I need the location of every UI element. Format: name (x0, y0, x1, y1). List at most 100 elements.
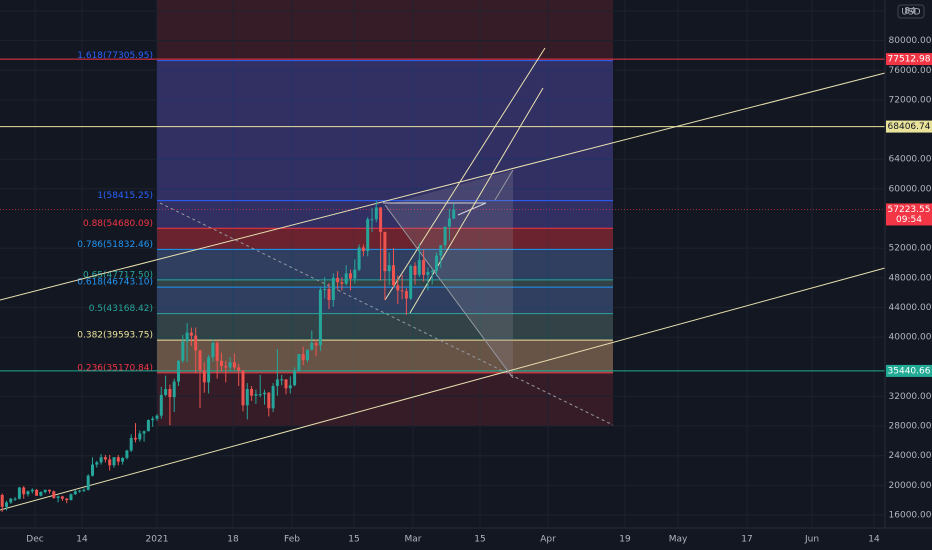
candle-body (417, 260, 421, 275)
drawing-tools (0, 47, 886, 511)
candle-body (142, 431, 146, 434)
tool-line (384, 204, 514, 379)
candle-body (258, 394, 262, 396)
x-tick-label: Jun (804, 535, 819, 545)
fib-label: 0.88(54680.09) (83, 219, 153, 229)
candle-body (387, 265, 391, 272)
candle-body (164, 389, 168, 395)
candle-body (185, 332, 189, 342)
candle-body (439, 245, 443, 256)
candles (0, 200, 456, 513)
candle-body (207, 357, 211, 383)
candle-body (288, 385, 292, 389)
candle-body (353, 269, 357, 279)
candle-body (60, 496, 64, 499)
candle-body (95, 462, 99, 465)
candle-body (56, 496, 60, 498)
candle-body (26, 491, 30, 495)
candle-body (293, 370, 297, 386)
candle-body (379, 207, 383, 232)
candle-body (340, 282, 344, 284)
candle-body (245, 389, 249, 406)
candle-body (168, 389, 172, 398)
candle-body (396, 285, 400, 291)
candle-body (237, 367, 241, 371)
candle-body (232, 362, 236, 368)
candle-body (69, 494, 73, 501)
candle-body (327, 288, 331, 301)
candle-body (0, 494, 4, 507)
candle-body (181, 341, 185, 361)
x-tick-label: Mar (405, 535, 422, 545)
candle-body (65, 498, 69, 501)
candle-body (151, 418, 155, 421)
dashed-trend (159, 202, 614, 426)
channel-lower (0, 267, 886, 511)
x-tick-label: 14 (76, 535, 88, 545)
y-tick-label: 40000.00 (889, 333, 932, 343)
candle-body (426, 271, 430, 275)
price-tag (886, 53, 932, 66)
x-tick-label: 2021 (146, 535, 169, 545)
grid (0, 0, 885, 528)
x-tick-label: 19 (619, 535, 631, 545)
price-tag-label: 77512.98 (888, 55, 931, 65)
candle-body (22, 487, 26, 495)
candle-body (78, 490, 82, 492)
y-tick-label: 60000.00 (889, 184, 932, 194)
candle-body (146, 420, 150, 432)
candle-body (82, 489, 86, 491)
channel-upper (0, 72, 886, 301)
candle-body (301, 354, 305, 361)
candle-body (159, 394, 163, 416)
price-tag (886, 203, 932, 226)
y-tick-label: 24000.00 (889, 451, 932, 461)
candle-body (202, 370, 206, 383)
candle-body (430, 271, 434, 273)
price-tag-label: 57223.55 (888, 205, 931, 215)
candle-body (125, 450, 129, 458)
candle-body (215, 343, 219, 361)
y-tick-label: 28000.00 (889, 422, 932, 432)
y-tick-label: 80000.00 (889, 36, 932, 46)
x-tick-label: Dec (26, 535, 43, 545)
fib-label: 0.786(51832.46) (77, 240, 153, 250)
candle-body (409, 265, 413, 299)
candle-body (116, 457, 120, 462)
candle-body (284, 379, 288, 389)
fib-label: 1.618(77305.95) (77, 51, 153, 61)
candle-body (211, 343, 215, 358)
price-tag-time: 09:54 (896, 215, 922, 225)
candle-body (198, 350, 202, 371)
candle-body (224, 366, 228, 368)
candle-body (52, 491, 56, 498)
candle-body (336, 277, 340, 283)
candle-body (86, 475, 90, 490)
candle-body (177, 360, 180, 382)
candle-body (220, 360, 223, 367)
candle-body (129, 437, 133, 451)
y-tick-label: 16000.00 (889, 511, 932, 521)
x-tick-label: Apr (540, 535, 556, 545)
price-tag-label: 68406.74 (888, 122, 931, 132)
candle-body (108, 459, 112, 466)
y-tick-label: 20000.00 (889, 481, 932, 491)
candle-body (422, 260, 426, 275)
y-tick-label: 72000.00 (889, 95, 932, 105)
candle-body (134, 437, 137, 440)
currency-button[interactable] (897, 4, 925, 19)
candle-body (5, 502, 8, 507)
candle-body (280, 379, 284, 381)
y-tick-label: 32000.00 (889, 392, 932, 402)
candle-body (73, 491, 77, 495)
y-tick-label: 84 (904, 7, 916, 17)
candle-body (189, 332, 193, 336)
candle-body (13, 498, 17, 500)
tool-line (494, 169, 514, 201)
y-tick-label: 44000.00 (889, 303, 932, 313)
y-tick-label: 76000.00 (889, 66, 932, 76)
candle-body (263, 392, 266, 395)
currency[interactable]: USD (901, 8, 920, 18)
candle-body (138, 433, 142, 440)
axis-labels: 84 80000.00 76000.00 72000.00 64000.00 60000.… (26, 7, 932, 545)
